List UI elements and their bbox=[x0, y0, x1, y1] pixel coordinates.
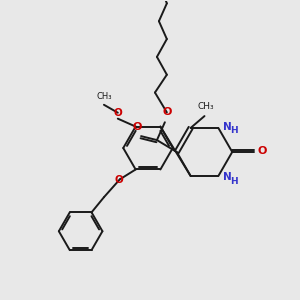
Text: O: O bbox=[162, 107, 172, 117]
Text: O: O bbox=[114, 176, 123, 185]
Text: CH₃: CH₃ bbox=[197, 102, 214, 111]
Text: H: H bbox=[230, 126, 238, 135]
Text: O: O bbox=[132, 122, 142, 132]
Text: CH₃: CH₃ bbox=[96, 92, 112, 101]
Text: H: H bbox=[230, 178, 238, 187]
Text: O: O bbox=[257, 146, 266, 156]
Text: N: N bbox=[223, 122, 232, 132]
Text: O: O bbox=[113, 108, 122, 118]
Text: N: N bbox=[223, 172, 232, 182]
